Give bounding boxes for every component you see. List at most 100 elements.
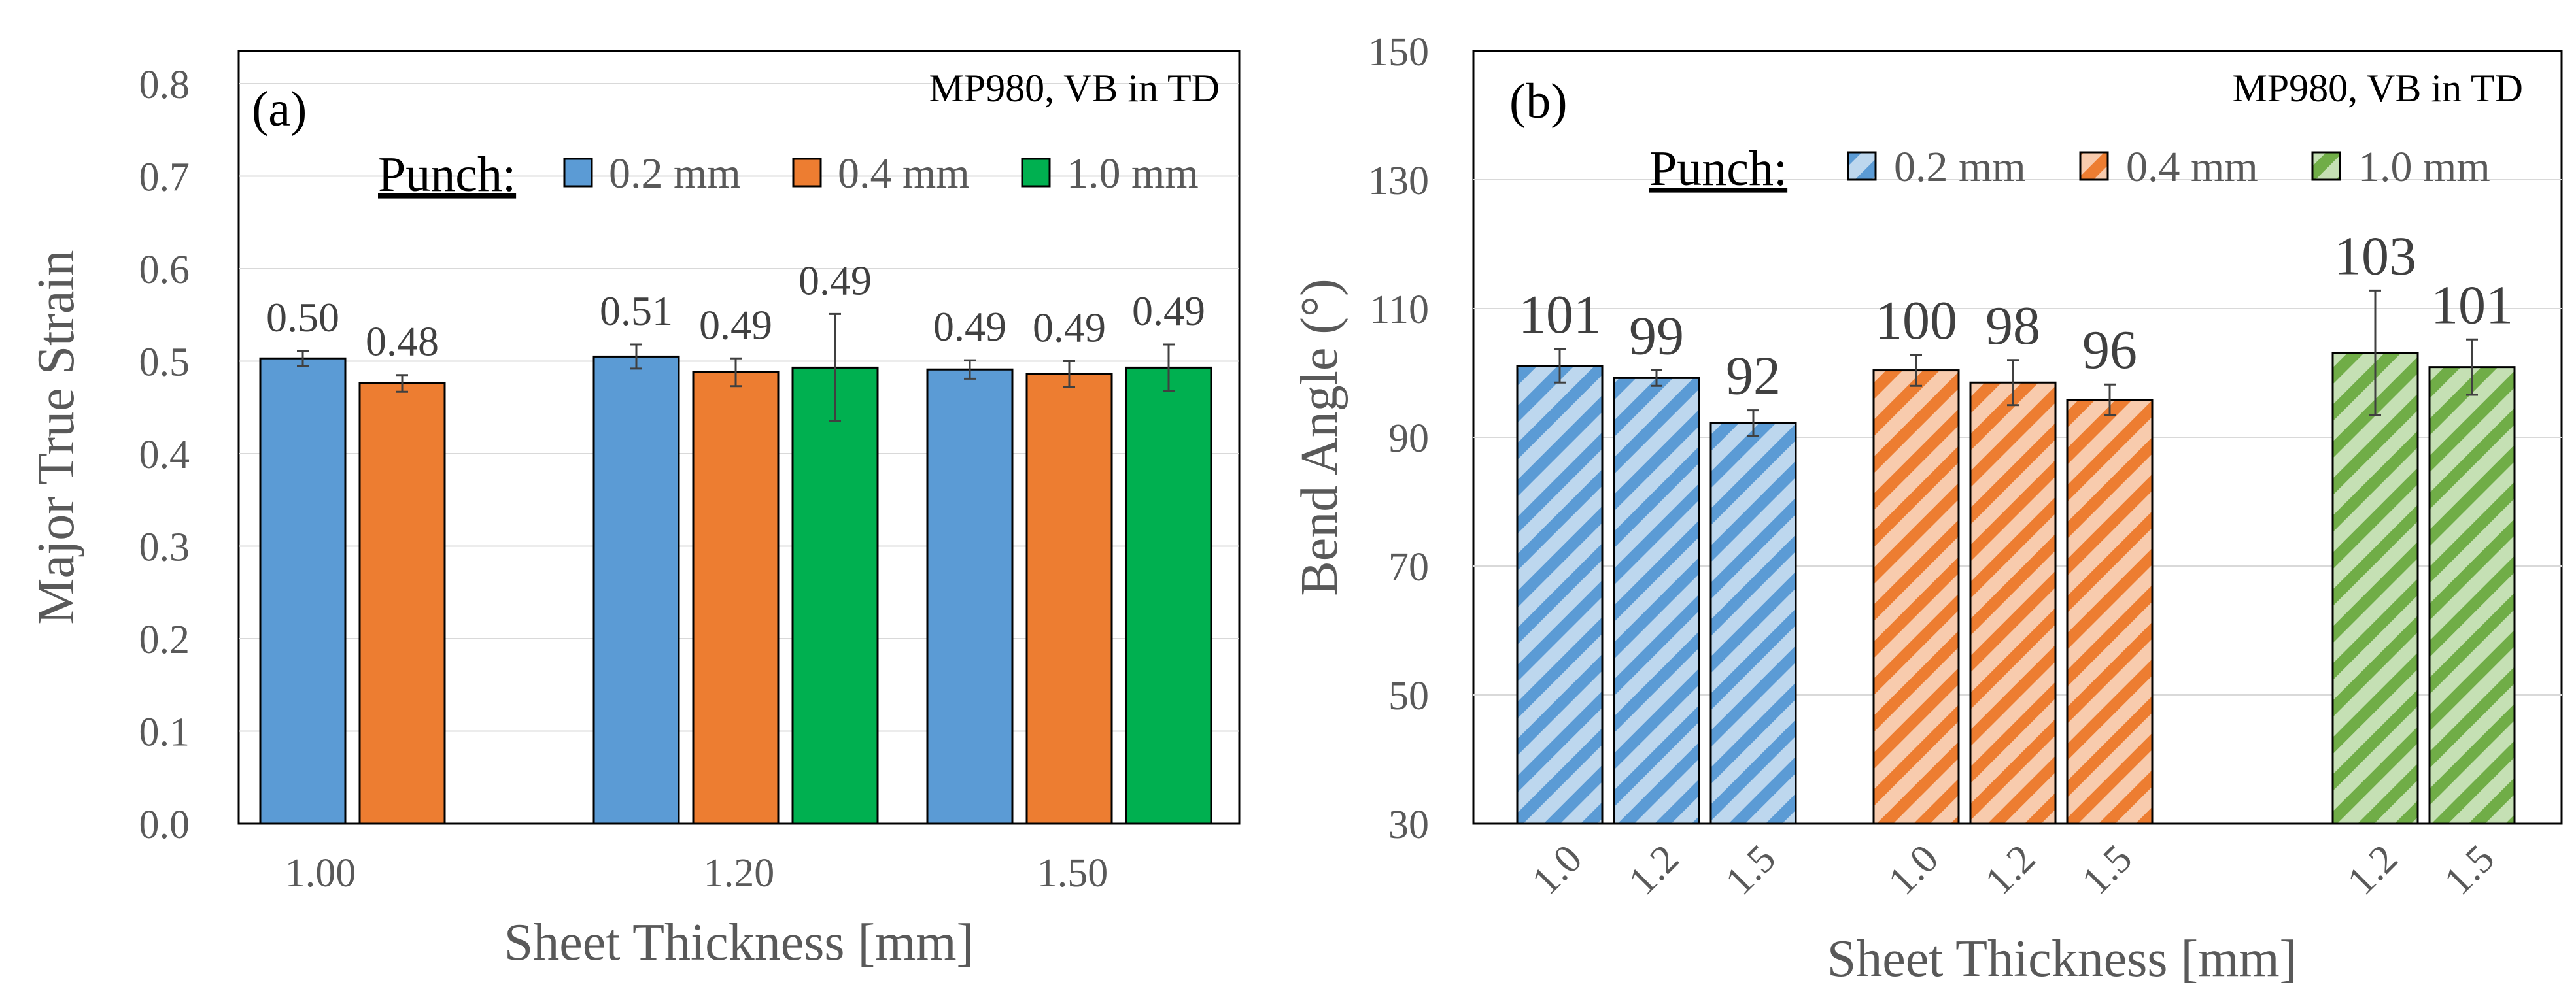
bend-angle-x-tick-label: 1.0	[1523, 836, 1590, 903]
bend-angle-data-label: 99	[1629, 306, 1684, 367]
bend-angle-y-tick-label: 50	[1388, 674, 1429, 718]
bend-angle-x-tick-label: 1.2	[1620, 836, 1687, 903]
bend-angle-bar-1-0-mm-1-5	[2428, 366, 2516, 825]
bend-angle-legend-label: 1.0 mm	[2358, 143, 2490, 191]
strain-error-bar	[829, 312, 841, 422]
strain-error-bar	[964, 359, 976, 380]
strain-bar-1-0-mm-1-20	[791, 366, 879, 825]
bend-angle-error-bar	[2466, 338, 2478, 396]
strain-y-tick-label: 0.7	[139, 156, 190, 200]
bend-angle-legend-item-0-2-mm: 0.2 mm	[1847, 143, 2026, 191]
strain-legend-item-0-4-mm: 0.4 mm	[792, 150, 970, 197]
bend-angle-bar-0-2-mm-1-0	[1516, 365, 1604, 825]
strain-legend-item-1-0-mm: 1.0 mm	[1021, 150, 1199, 197]
bend-angle-legend-title: Punch:	[1649, 141, 1787, 196]
strain-bar-0-2-mm-1-20	[592, 355, 680, 825]
bend-angle-y-ticks: 30 50 70 90 110 130 150	[1368, 30, 1429, 847]
strain-y-tick-label: 0.6	[139, 248, 190, 292]
strain-chart: 0.0 0.1 0.2 0.3 0.4 0.5 0.6 0.7 0.8 0.50 0.48 0.51…	[27, 50, 1241, 971]
strain-x-axis-title: Sheet Thickness [mm]	[504, 914, 974, 971]
bend-angle-x-tick-label: 1.5	[2073, 836, 2140, 903]
strain-x-tick-label: 1.20	[704, 851, 775, 896]
strain-bar-0-4-mm-1-00	[358, 382, 446, 825]
bend-angle-legend-swatch	[2079, 151, 2109, 181]
bend-angle-panel-label: (b)	[1509, 74, 1568, 129]
strain-bar-1-0-mm-1-50	[1125, 366, 1212, 825]
strain-bars	[259, 355, 1212, 825]
bend-angle-x-ticks: 1.0 1.2 1.5 1.0 1.2 1.5 1.2 1.5	[1523, 836, 2503, 903]
strain-y-tick-label: 0.1	[139, 711, 190, 755]
strain-legend: Punch: 0.2 mm 0.4 mm 1.0 mm	[378, 147, 1199, 202]
strain-y-tick-label: 0.4	[139, 433, 190, 477]
strain-error-bar	[396, 374, 408, 393]
bend-angle-data-label: 101	[2431, 275, 2513, 335]
bend-angle-legend: Punch: 0.2 mm 0.4 mm 1.0 mm	[1649, 141, 2490, 196]
strain-bar-0-4-mm-1-50	[1025, 373, 1113, 825]
bend-angle-data-label: 98	[1985, 295, 2040, 356]
bend-angle-bar-1-0-mm-1-2	[2331, 352, 2419, 825]
bend-angle-y-axis-title: Bend Angle (°)	[1291, 278, 1348, 595]
strain-y-tick-label: 0.5	[139, 341, 190, 385]
bend-angle-y-tick-label: 110	[1369, 288, 1429, 332]
bend-angle-error-bar	[2007, 359, 2019, 407]
strain-data-label: 0.51	[600, 288, 673, 334]
bend-angle-error-bar	[2369, 289, 2381, 417]
strain-legend-swatch	[1021, 158, 1051, 188]
strain-error-bar	[297, 350, 309, 367]
bend-angle-x-tick-label: 1.5	[2435, 836, 2503, 903]
bend-angle-legend-item-0-4-mm: 0.4 mm	[2079, 143, 2258, 191]
strain-error-bar	[1063, 360, 1075, 388]
strain-data-label: 0.49	[699, 301, 772, 348]
bend-angle-data-label: 101	[1519, 284, 1601, 345]
strain-data-label: 0.49	[933, 303, 1006, 350]
bend-angle-legend-swatch	[1847, 151, 1877, 181]
strain-legend-swatch	[563, 158, 593, 188]
bend-angle-data-label: 100	[1875, 290, 1957, 351]
strain-data-label: 0.50	[266, 294, 339, 341]
strain-data-label: 0.48	[366, 318, 439, 365]
strain-legend-label: 0.4 mm	[838, 150, 970, 197]
bend-angle-bar-0-4-mm-1-2	[1969, 381, 2057, 825]
strain-panel-label: (a)	[252, 82, 307, 137]
bend-angle-x-tick-label: 1.2	[2339, 836, 2406, 903]
bend-angle-x-axis-title: Sheet Thickness [mm]	[1827, 930, 2297, 988]
strain-bar-0-2-mm-1-50	[926, 368, 1014, 825]
bend-angle-error-bars	[1554, 289, 2478, 437]
bend-angle-y-tick-label: 70	[1388, 545, 1429, 590]
strain-y-ticks: 0.0 0.1 0.2 0.3 0.4 0.5 0.6 0.7 0.8	[139, 63, 190, 847]
strain-x-tick-label: 1.00	[285, 851, 356, 896]
strain-bar-0-2-mm-1-00	[259, 357, 347, 825]
strain-legend-title: Punch:	[378, 147, 516, 202]
strain-y-tick-label: 0.8	[139, 63, 190, 107]
bend-angle-bar-0-2-mm-1-2	[1613, 377, 1700, 825]
bend-angle-x-tick-label: 1.0	[1880, 836, 1947, 903]
bend-angle-data-label: 103	[2334, 226, 2416, 286]
bend-angle-error-bar	[1747, 409, 1759, 437]
strain-y-axis-title: Major True Strain	[27, 250, 85, 624]
strain-data-label: 0.49	[1033, 305, 1106, 351]
bend-angle-legend-label: 0.4 mm	[2126, 143, 2258, 191]
bend-angle-legend-swatch	[2311, 151, 2341, 181]
strain-error-bars	[297, 312, 1175, 422]
strain-x-tick-label: 1.50	[1037, 851, 1108, 896]
bend-angle-error-bar	[1910, 354, 1922, 387]
strain-y-tick-label: 0.2	[139, 618, 190, 662]
bend-angle-x-tick-label: 1.2	[1976, 836, 2044, 903]
bend-angle-bars	[1516, 352, 2516, 825]
bend-angle-bar-0-4-mm-1-5	[2066, 399, 2154, 825]
strain-x-ticks: 1.00 1.20 1.50	[285, 851, 1108, 896]
strain-y-tick-label: 0.0	[139, 803, 190, 847]
bend-angle-legend-item-1-0-mm: 1.0 mm	[2311, 143, 2490, 191]
bend-angle-error-bar	[2104, 383, 2116, 417]
bend-angle-legend-label: 0.2 mm	[1894, 143, 2026, 191]
bend-angle-y-tick-label: 130	[1368, 159, 1429, 203]
strain-bar-0-4-mm-1-20	[692, 371, 780, 825]
strain-y-tick-label: 0.3	[139, 526, 190, 570]
strain-legend-label: 1.0 mm	[1067, 150, 1199, 197]
strain-error-bar	[730, 357, 742, 388]
bend-angle-y-tick-label: 150	[1368, 30, 1429, 75]
bend-angle-error-bar	[1554, 348, 1566, 384]
